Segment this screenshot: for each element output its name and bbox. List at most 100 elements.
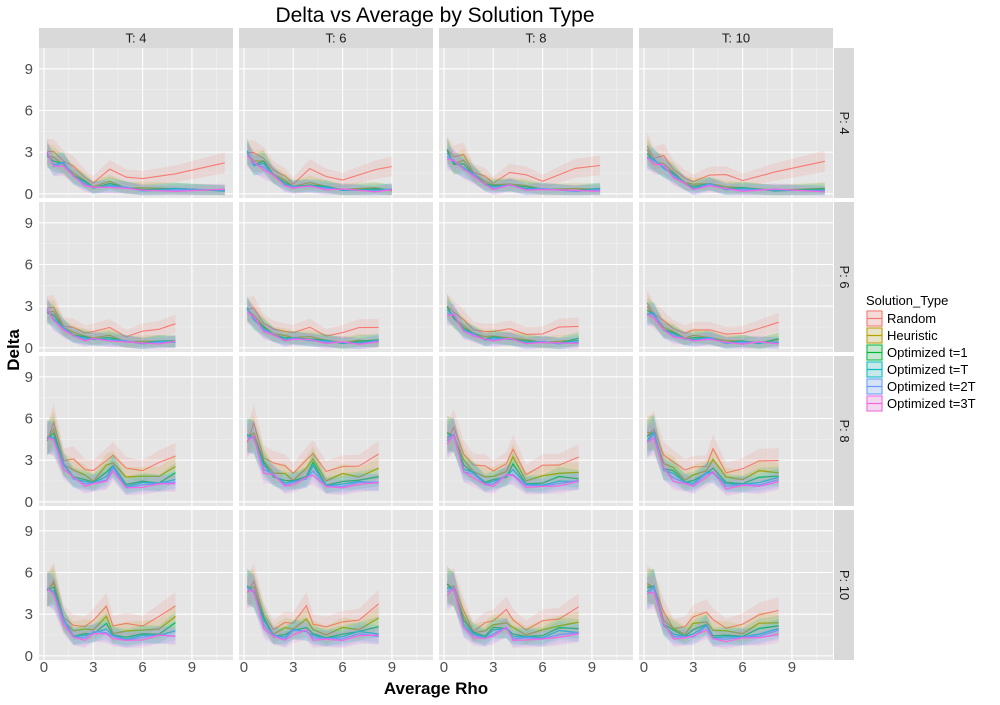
series-ribbon <box>447 416 579 494</box>
facet-panels: T: 4 T: 6 T: 8 T: 10 P: 4 P: 6 P: 8 P: 10 0 3 6 9 0 3… <box>25 28 854 676</box>
row-strip <box>834 48 854 198</box>
series-ribbon <box>47 297 176 350</box>
series-ribbon <box>647 145 825 196</box>
column-strip-label: T: 8 <box>526 31 547 46</box>
series-line <box>446 583 579 638</box>
series-ribbon <box>647 289 779 342</box>
series-ribbon <box>447 294 579 349</box>
series-ribbon <box>447 417 579 493</box>
series-ribbon <box>247 563 379 639</box>
x-tick-label: 0 <box>640 659 648 676</box>
series-ribbon <box>647 147 825 196</box>
series-line <box>247 434 379 486</box>
series-ribbon <box>447 297 579 350</box>
series-line <box>646 302 779 335</box>
column-strip-label: T: 4 <box>126 31 147 46</box>
facet-panel <box>239 48 433 198</box>
x-tick-label: 0 <box>40 659 48 676</box>
x-tick-label: 6 <box>138 659 146 676</box>
series-line <box>446 148 601 184</box>
chart-title: Delta vs Average by Solution Type <box>275 4 594 27</box>
legend-entry-label: Optimized t=2T <box>887 379 976 394</box>
series-ribbon <box>247 570 379 647</box>
column-strip <box>639 28 833 48</box>
series-ribbon <box>447 137 601 196</box>
y-tick-label: 0 <box>25 186 33 203</box>
series-ribbon <box>647 410 779 483</box>
series-line <box>647 585 779 630</box>
series-ribbon <box>47 571 176 647</box>
series-ribbon <box>47 570 176 648</box>
y-tick-label: 0 <box>25 648 33 665</box>
series-line <box>47 436 176 488</box>
column-strip <box>439 28 633 48</box>
series-ribbon <box>247 415 379 490</box>
series-line <box>646 145 825 183</box>
series-ribbon <box>47 141 225 196</box>
series-line <box>446 305 579 335</box>
series-ribbon <box>247 419 379 496</box>
legend-entry-label: Heuristic <box>887 328 938 343</box>
series-ribbon <box>47 562 176 637</box>
series-line <box>646 313 779 345</box>
series-line <box>247 307 379 337</box>
series-line <box>246 421 379 475</box>
series-line <box>46 436 176 489</box>
x-tick-label: 6 <box>738 659 746 676</box>
series-ribbon <box>647 568 779 639</box>
x-tick-label: 3 <box>689 659 697 676</box>
series-ribbon <box>647 565 779 643</box>
series-line <box>446 583 579 636</box>
series-line <box>447 313 579 345</box>
y-tick-label: 6 <box>25 257 33 274</box>
series-line <box>246 579 380 631</box>
series-line <box>446 587 579 641</box>
series-ribbon <box>447 565 579 644</box>
series-ribbon <box>247 140 392 196</box>
series-line <box>46 308 176 345</box>
y-axis-title: Delta <box>4 329 23 371</box>
series-ribbon <box>447 417 579 495</box>
series-line <box>646 156 825 193</box>
series-ribbon <box>47 415 176 493</box>
y-tick-label: 3 <box>25 606 33 623</box>
series-line <box>646 427 779 474</box>
row-strip <box>834 356 854 506</box>
x-tick-label: 3 <box>89 659 97 676</box>
series-ribbon <box>447 140 601 196</box>
facet-panel <box>639 202 833 352</box>
series-line <box>46 588 176 642</box>
series-ribbon <box>447 293 579 342</box>
facet-panel <box>39 510 233 660</box>
series-line <box>247 152 393 185</box>
row-strip <box>834 510 854 660</box>
x-tick-label: 3 <box>289 659 297 676</box>
series-ribbon <box>247 417 379 494</box>
series-line <box>446 433 579 489</box>
x-tick-label: 9 <box>788 659 796 676</box>
series-line <box>246 585 379 639</box>
column-strip <box>39 28 233 48</box>
legend-entry-label: Optimized t=1 <box>887 345 968 360</box>
series-ribbon <box>47 419 176 495</box>
series-ribbon <box>247 417 379 493</box>
y-tick-label: 9 <box>25 215 33 232</box>
series-line <box>446 425 579 476</box>
series-ribbon <box>47 421 176 496</box>
series-ribbon <box>47 139 225 196</box>
series-ribbon <box>447 568 579 641</box>
x-tick-label: 9 <box>188 659 196 676</box>
facet-panel <box>639 356 833 506</box>
series-ribbon <box>47 403 176 482</box>
series-ribbon <box>247 569 379 644</box>
series-ribbon <box>447 571 579 648</box>
facet-panel <box>439 356 633 506</box>
series-ribbon <box>47 571 176 649</box>
facet-panel <box>439 48 633 198</box>
series-line <box>646 437 779 490</box>
series-ribbon <box>447 570 579 647</box>
series-ribbon <box>447 566 579 645</box>
series-ribbon <box>247 140 392 191</box>
